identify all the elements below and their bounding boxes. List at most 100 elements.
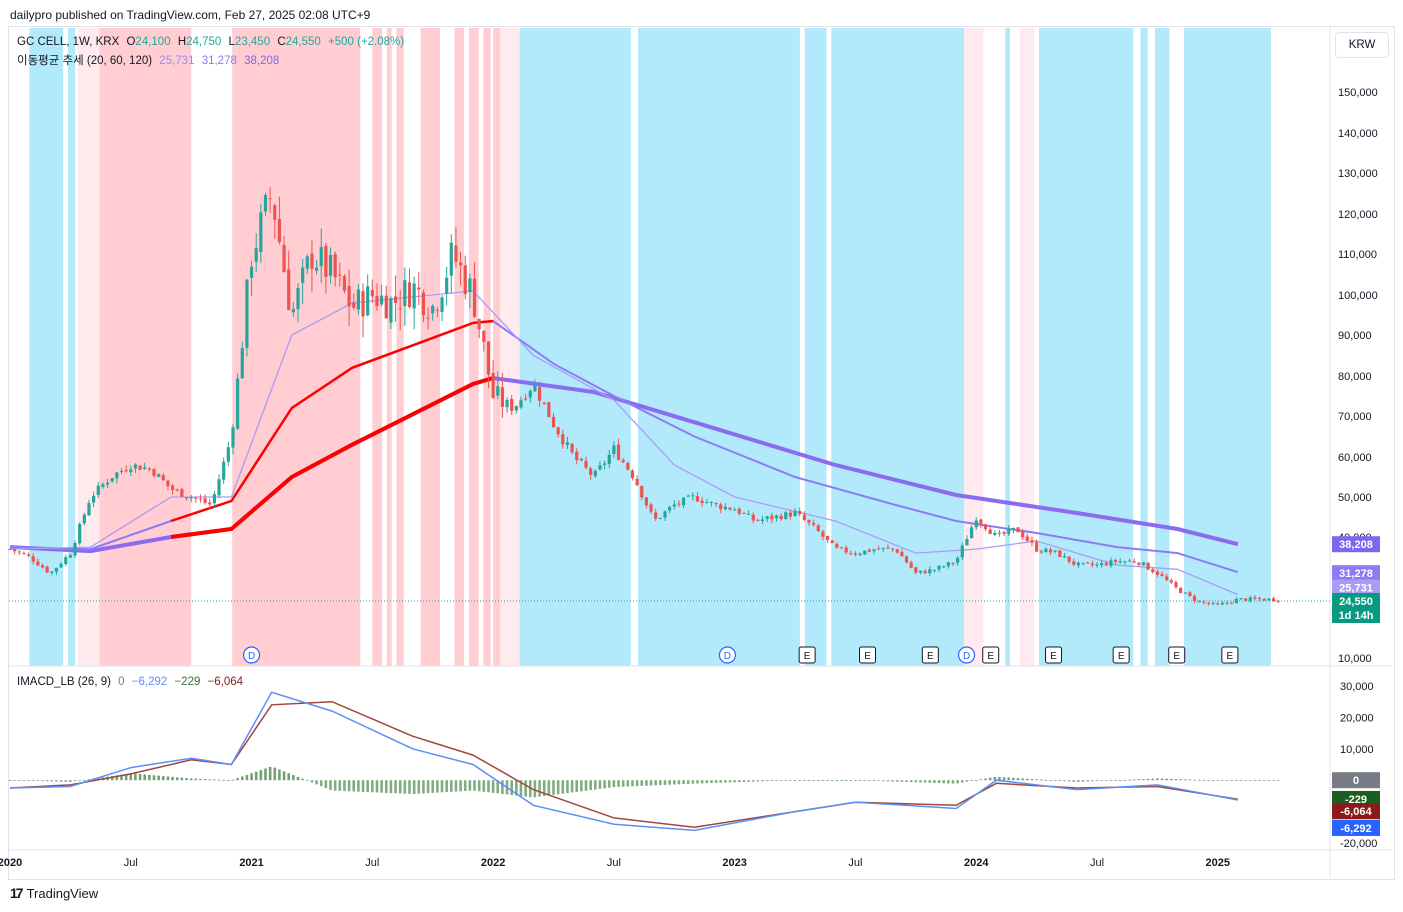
candle-body <box>282 245 286 272</box>
macd-histogram-bar <box>1002 777 1006 781</box>
macd-histogram-bar <box>217 779 221 781</box>
candle-body <box>477 318 481 330</box>
candle <box>788 509 793 520</box>
candle <box>760 515 765 525</box>
candle <box>719 502 723 514</box>
candle-body <box>1183 592 1187 594</box>
candle <box>681 497 686 509</box>
time-tick-label: 2024 <box>964 857 989 869</box>
macd-histogram-bar <box>361 780 365 792</box>
macd-histogram-bar <box>501 780 504 794</box>
candle-body <box>73 542 77 556</box>
candle <box>240 341 244 379</box>
candle <box>133 463 138 473</box>
candle <box>1160 571 1164 577</box>
macd-histogram-bar <box>524 780 527 797</box>
candle-body <box>92 495 96 503</box>
macd-histogram-bar <box>821 780 825 781</box>
candle-body <box>561 434 565 445</box>
candle-body <box>965 539 969 546</box>
candle-body <box>867 549 871 552</box>
candle-body <box>877 548 881 550</box>
candle <box>844 545 848 555</box>
candle <box>1048 547 1053 556</box>
candle-body <box>101 484 105 487</box>
candle <box>909 560 913 569</box>
time-tick-label: 2025 <box>1206 857 1230 869</box>
candle-body <box>407 282 412 308</box>
low-value: L23,450 <box>228 36 271 48</box>
candle-body <box>147 468 151 470</box>
tradingview-brand[interactable]: 17 TradingView <box>10 885 98 901</box>
candle <box>491 360 495 400</box>
candle-body <box>1257 598 1262 600</box>
candle <box>1072 558 1076 567</box>
macd-histogram-bar <box>570 780 574 793</box>
event-marker-label: D <box>248 651 255 662</box>
candle-body <box>709 501 714 503</box>
currency-selector[interactable]: KRW <box>1335 32 1389 58</box>
candle <box>1197 600 1201 603</box>
candle <box>87 499 91 516</box>
candle <box>319 228 323 284</box>
candle <box>849 550 853 556</box>
candle-body <box>119 470 124 472</box>
candle <box>1104 560 1108 567</box>
candle-body <box>96 485 100 495</box>
candle <box>881 547 885 553</box>
macd-histogram-bar <box>78 780 81 781</box>
candle-body <box>1225 602 1229 604</box>
macd-histogram-bar <box>343 780 346 792</box>
candle-body <box>184 497 189 499</box>
candle <box>152 467 156 478</box>
macd-histogram-bar <box>59 780 63 782</box>
candle-body <box>263 194 268 212</box>
candle-body <box>226 447 230 462</box>
candle <box>50 571 54 576</box>
dividend-marker: D <box>718 646 737 664</box>
candle-body <box>268 198 272 200</box>
macd-histogram-bar <box>1151 778 1155 781</box>
candle-body <box>1141 562 1146 566</box>
macd-histogram-bar <box>696 780 699 784</box>
candle <box>830 540 834 544</box>
candle <box>31 553 35 565</box>
candle-body <box>217 479 221 496</box>
candle-body <box>305 256 309 269</box>
macd-histogram-bar <box>923 780 927 783</box>
candle <box>932 569 937 573</box>
trend-band <box>454 28 465 666</box>
candle <box>514 405 518 414</box>
candle <box>793 507 797 517</box>
candle-body <box>333 254 337 278</box>
macd-histogram-bar <box>199 778 202 781</box>
macd-histogram-bar <box>473 780 476 791</box>
candle <box>1086 561 1090 564</box>
candle <box>328 247 333 284</box>
candle-body <box>858 553 862 556</box>
candle <box>551 412 556 429</box>
candle-body <box>361 291 365 317</box>
candle-body <box>1035 542 1039 552</box>
candle-body <box>1030 540 1034 543</box>
ma-legend: 이동평균 추세 (20, 60, 120) 25,731 31,278 38,2… <box>17 52 283 68</box>
macd-histogram-bar <box>422 780 425 794</box>
candle <box>1202 599 1206 605</box>
candle-body <box>240 348 244 379</box>
macd-histogram-bar <box>607 780 611 788</box>
candle-body <box>644 497 649 506</box>
candle-body <box>1127 560 1132 562</box>
candle-body <box>1090 563 1094 566</box>
candle-body <box>788 512 793 517</box>
open-value: O24,100 <box>126 36 171 48</box>
macd-histogram-bar <box>1262 780 1266 781</box>
candle-body <box>663 511 667 518</box>
candle <box>872 548 876 555</box>
candle <box>398 290 402 331</box>
ma-indicator-name: 이동평균 추세 (20, 60, 120) <box>17 55 153 67</box>
macd-histogram-bar <box>408 780 411 794</box>
candle <box>668 505 672 514</box>
macd-histogram-bar <box>264 768 267 781</box>
macd-signal-label: -6,064 <box>1332 803 1380 820</box>
